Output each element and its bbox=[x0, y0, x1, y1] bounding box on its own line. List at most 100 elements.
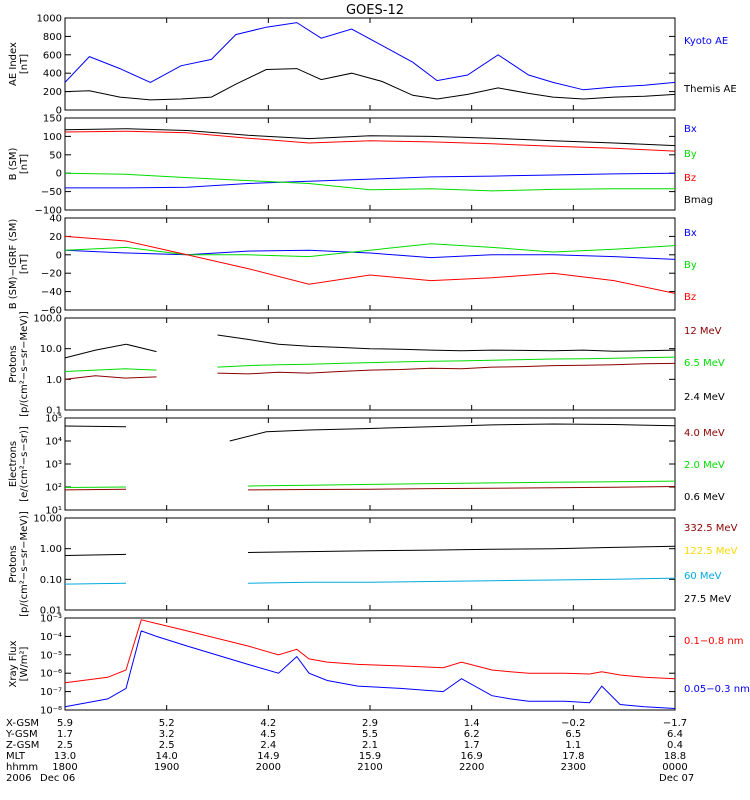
series-line-bx bbox=[65, 172, 676, 189]
series-line-27-5-mev bbox=[64, 545, 676, 556]
y-axis-label: [nT] bbox=[19, 254, 30, 274]
footer-row-label: Z-GSM bbox=[6, 740, 39, 751]
footer-cell: 1.4 bbox=[464, 718, 480, 729]
series-line-12-mev bbox=[64, 362, 676, 380]
y-axis-label: [nT] bbox=[19, 54, 30, 74]
y-tick-label: 0 bbox=[56, 169, 62, 180]
panel-protons_low: 0.1 1.0 10.0 100.0 Protons [p/(cm²−s−sr−MeV)]… bbox=[8, 311, 725, 417]
y-axis-label: Xray Flux bbox=[8, 640, 19, 687]
y-tick-label: 10² bbox=[45, 483, 62, 494]
footer-cell: 16.9 bbox=[461, 751, 483, 762]
footer-cell: 1.7 bbox=[464, 740, 480, 751]
footer-cell: 2300 bbox=[561, 762, 586, 773]
footer-row-label: 2006 bbox=[6, 773, 31, 784]
footer-cell: 5.5 bbox=[362, 729, 378, 740]
footer-cell: 0.4 bbox=[667, 740, 683, 751]
y-tick-label: 150 bbox=[43, 114, 62, 125]
legend-entry: Bz bbox=[684, 292, 696, 303]
legend-entry: 2.4 MeV bbox=[684, 392, 725, 403]
footer-cell: 2.5 bbox=[159, 740, 175, 751]
footer-cell: 2.4 bbox=[260, 740, 276, 751]
y-tick-label: 10⁻⁶ bbox=[40, 669, 62, 680]
y-tick-label: 1.0 bbox=[46, 375, 62, 386]
series-line-60-mev bbox=[64, 577, 676, 585]
series-line-0-1-0-8-nm bbox=[64, 619, 676, 684]
panel-bsm: −100 −50 0 50 100 150 B (SM) [nT] Bx By Bz Bmag bbox=[8, 114, 713, 217]
y-tick-label: 0.10 bbox=[40, 575, 62, 586]
legend-entry: Bz bbox=[684, 173, 696, 184]
series-line-0-6-mev bbox=[64, 423, 676, 442]
legend-entry: Kyoto AE bbox=[684, 36, 728, 47]
y-tick-label: 100.0 bbox=[33, 314, 62, 325]
y-tick-label: 10⁻³ bbox=[40, 614, 62, 625]
y-tick-label: 40 bbox=[49, 214, 62, 225]
y-tick-label: 10¹ bbox=[45, 506, 62, 517]
footer-cell: 4.5 bbox=[260, 729, 276, 740]
series-line-bmag bbox=[64, 128, 676, 147]
y-axis-label: B (SM)−IGRF (SM) bbox=[8, 219, 19, 310]
y-tick-label: 10⁻⁵ bbox=[40, 650, 62, 661]
panel-ae: 0 200 400 600 800 1000 AE Index [nT] Kyoto AE The… bbox=[8, 14, 737, 117]
y-tick-label: −20 bbox=[41, 269, 62, 280]
panel-frame bbox=[64, 217, 676, 311]
y-axis-label: [e/(cm²−s−sr)] bbox=[19, 426, 30, 502]
footer-cell: 2100 bbox=[357, 762, 382, 773]
y-tick-label: 20 bbox=[49, 232, 62, 243]
series-line-by bbox=[64, 172, 675, 192]
footer-cell: 18.8 bbox=[664, 751, 686, 762]
series-line-4-0-mev bbox=[64, 486, 676, 491]
legend-entry: 122.5 MeV bbox=[684, 546, 738, 557]
legend-entry: 4.0 MeV bbox=[684, 428, 725, 439]
footer-cell: 3.2 bbox=[159, 729, 175, 740]
y-tick-label: 400 bbox=[43, 69, 62, 80]
footer-cell: 2000 bbox=[256, 762, 281, 773]
series-line-2-0-mev bbox=[64, 480, 676, 488]
legend-entry: 0.05−0.3 nm bbox=[684, 684, 750, 695]
footer-cell: 1.1 bbox=[565, 740, 581, 751]
series-line-themis-ae bbox=[64, 68, 676, 101]
series-line-kyoto-ae bbox=[64, 22, 676, 91]
footer-row-label: hhmm bbox=[6, 762, 38, 773]
y-tick-label: −40 bbox=[41, 287, 62, 298]
footer-row-label: X-GSM bbox=[6, 718, 39, 729]
y-tick-label: 10³ bbox=[45, 460, 62, 471]
footer-cell: 1900 bbox=[154, 762, 179, 773]
footer-cell: 14.0 bbox=[156, 751, 178, 762]
y-tick-label: 50 bbox=[49, 150, 62, 161]
legend-entry: 27.5 MeV bbox=[684, 594, 731, 605]
series-line-bz bbox=[64, 130, 676, 152]
y-axis-label: [W/m²] bbox=[19, 646, 30, 681]
footer-cell: 15.9 bbox=[359, 751, 381, 762]
y-tick-label: −100 bbox=[35, 206, 62, 217]
series-line-0-05-0-3-nm bbox=[64, 630, 676, 709]
panel-protons_high: 0.01 0.10 1.00 10.00 Protons [p/(cm²−s−sr−MeV… bbox=[8, 511, 738, 617]
y-axis-label: Protons bbox=[8, 345, 19, 382]
legend-entry: 0.1−0.8 nm bbox=[684, 636, 743, 647]
panel-frame bbox=[64, 517, 676, 611]
footer-cell: 2.9 bbox=[362, 718, 378, 729]
y-axis-label: [nT] bbox=[19, 154, 30, 174]
footer-cell: 2200 bbox=[459, 762, 484, 773]
y-tick-label: 10.0 bbox=[40, 344, 62, 355]
panel-frame bbox=[64, 617, 676, 711]
y-axis-label: Protons bbox=[8, 545, 19, 582]
footer-cell: 5.2 bbox=[159, 718, 175, 729]
footer-cell: Dec 07 bbox=[659, 773, 694, 784]
legend-entry: 0.6 MeV bbox=[684, 492, 725, 503]
panel-xray: 10⁻⁸ 10⁻⁷ 10⁻⁶ 10⁻⁵ 10⁻⁴ 10⁻³ Xray Flux [W/m²] 0… bbox=[8, 614, 750, 717]
series-line-6-5-mev bbox=[64, 356, 676, 372]
legend-entry: 332.5 MeV bbox=[684, 523, 738, 534]
y-tick-label: 0 bbox=[56, 106, 62, 117]
y-tick-label: 0.01 bbox=[40, 606, 62, 617]
legend-entry: 2.0 MeV bbox=[684, 460, 725, 471]
legend-entry: By bbox=[684, 260, 697, 271]
legend-entry: By bbox=[684, 149, 697, 160]
legend-entry: Bx bbox=[684, 228, 697, 239]
footer-cell: 17.8 bbox=[562, 751, 584, 762]
footer-cell: 14.9 bbox=[257, 751, 279, 762]
y-tick-label: 10.00 bbox=[33, 514, 62, 525]
footer-cell: 13.0 bbox=[54, 751, 76, 762]
panel-electrons: 10¹ 10² 10³ 10⁴ 10⁵ Electrons [e/(cm²−s−sr)] 4.… bbox=[8, 414, 725, 517]
y-tick-label: 10⁻⁸ bbox=[40, 706, 62, 717]
